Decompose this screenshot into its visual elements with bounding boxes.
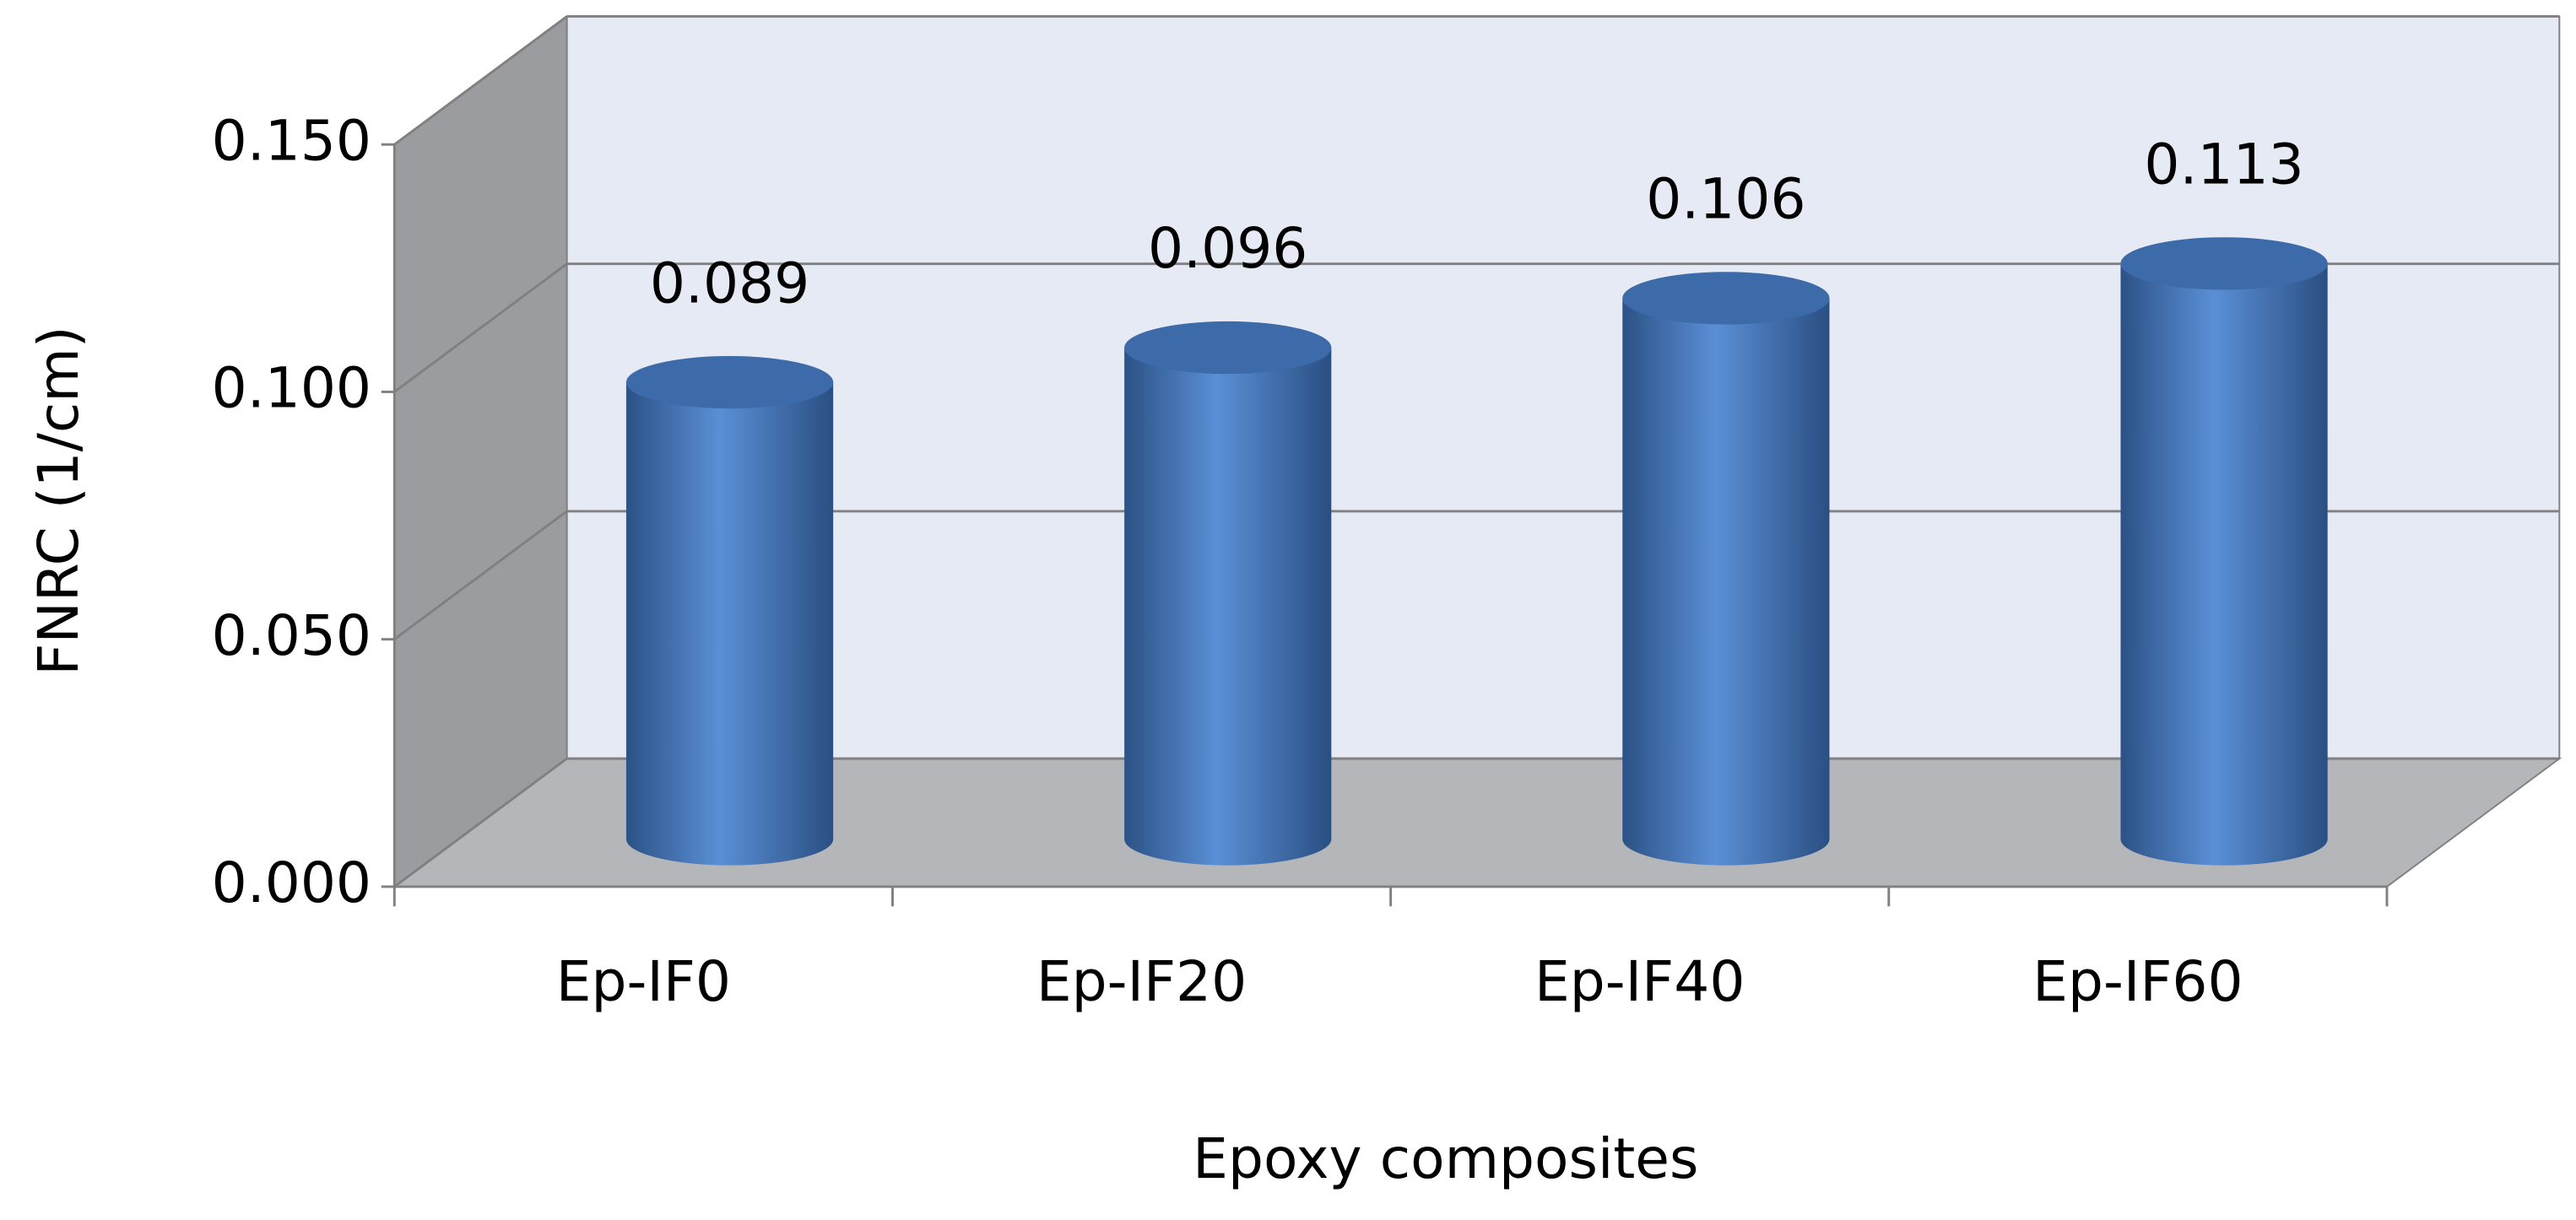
x-axis-label: Epoxy composites (1193, 1126, 1698, 1191)
y-axis-label: FNRC (1/cm) (26, 326, 91, 675)
grid-line-side (393, 15, 568, 146)
x-tick-label: Ep-IF20 (1036, 949, 1247, 1014)
value-label: 0.089 (650, 251, 809, 316)
value-label: 0.106 (1646, 167, 1805, 232)
bar (625, 382, 834, 866)
grid-line-side (393, 262, 568, 393)
value-label: 0.113 (2144, 132, 2303, 197)
grid-line-side (393, 510, 568, 640)
x-tick-label: Ep-IF60 (2032, 949, 2243, 1014)
x-tick-label: Ep-IF0 (556, 949, 731, 1014)
bar-top (1622, 272, 1830, 325)
bar-top (2120, 237, 2328, 290)
bar-top (1124, 321, 1332, 375)
y-tick-label: 0.050 (212, 603, 371, 668)
grid-line-side (393, 757, 568, 888)
bar (1124, 348, 1332, 866)
y-tick-label: 0.000 (212, 850, 371, 915)
bar (2120, 263, 2328, 866)
side-wall (393, 14, 568, 888)
y-tick-label: 0.150 (212, 108, 371, 173)
plot-walls (392, 14, 2562, 888)
bar (1622, 298, 1830, 866)
x-tick-label: Ep-IF40 (1534, 949, 1745, 1014)
value-label: 0.096 (1148, 216, 1307, 281)
bar-top (625, 355, 834, 409)
y-tick-label: 0.100 (212, 356, 371, 421)
